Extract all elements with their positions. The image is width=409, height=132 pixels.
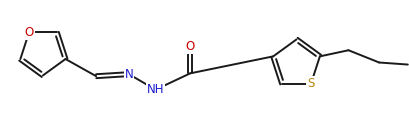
Text: N: N xyxy=(124,68,133,81)
Text: NH: NH xyxy=(147,83,164,96)
Text: O: O xyxy=(186,40,195,53)
Text: S: S xyxy=(307,77,315,90)
Text: O: O xyxy=(25,26,34,39)
